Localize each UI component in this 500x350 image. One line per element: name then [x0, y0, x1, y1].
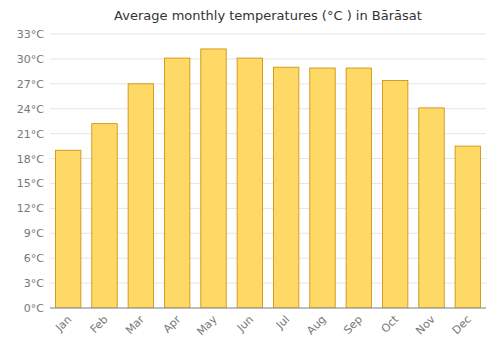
bar — [455, 146, 480, 308]
bar — [92, 124, 117, 308]
y-tick-label: 6°C — [24, 252, 44, 265]
chart: Average monthly temperatures (°C ) in Bā… — [0, 0, 500, 350]
y-tick-label: 18°C — [17, 153, 44, 166]
y-tick-label: 27°C — [17, 78, 44, 91]
y-tick-label: 24°C — [17, 103, 44, 116]
grid-line — [50, 34, 486, 35]
bar — [55, 150, 80, 308]
x-tick-label: Apr — [161, 313, 184, 336]
bar — [310, 68, 335, 308]
bar — [346, 68, 371, 308]
x-tick-label: Jan — [52, 313, 74, 335]
y-tick-label: 33°C — [17, 28, 44, 41]
x-tick-label: Jun — [234, 313, 256, 335]
bar — [419, 108, 444, 308]
bar — [273, 67, 298, 308]
bar — [237, 58, 262, 308]
bar — [201, 49, 226, 308]
bar — [164, 58, 189, 308]
bar — [382, 80, 407, 308]
grid-line — [50, 58, 486, 59]
x-axis-line — [50, 308, 486, 309]
grid-line — [50, 308, 486, 309]
x-tick-label: Nov — [413, 313, 438, 338]
x-tick-label: Sep — [341, 313, 365, 337]
y-tick-label: 15°C — [17, 177, 44, 190]
x-tick-label: Dec — [450, 313, 474, 337]
bars — [55, 49, 480, 308]
y-tick-label: 12°C — [17, 202, 44, 215]
y-tick-label: 3°C — [24, 277, 44, 290]
x-tick-label: Oct — [379, 312, 402, 335]
y-tick-label: 30°C — [17, 53, 44, 66]
x-tick-label: Aug — [304, 313, 328, 337]
x-tick-label: Feb — [88, 313, 111, 336]
title: Average monthly temperatures (°C ) in Bā… — [114, 8, 422, 23]
grid-line — [50, 83, 486, 84]
x-tick-label: May — [194, 313, 220, 339]
grid — [50, 34, 486, 308]
x-tick-label: Mar — [123, 313, 147, 337]
y-tick-label: 9°C — [24, 227, 44, 240]
y-tick-label: 21°C — [17, 128, 44, 141]
x-tick-label: Jul — [273, 313, 292, 332]
bar — [128, 84, 153, 308]
y-tick-label: 0°C — [24, 302, 44, 315]
